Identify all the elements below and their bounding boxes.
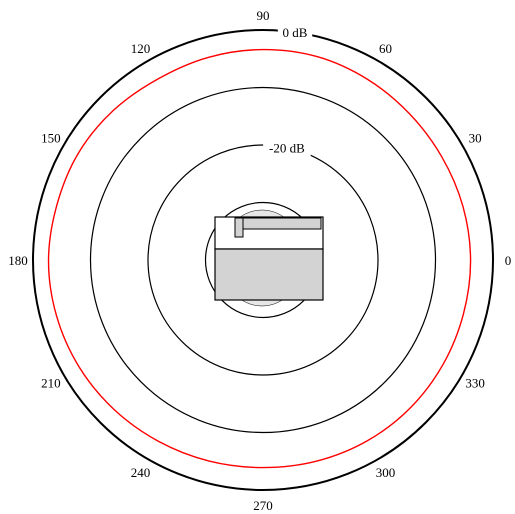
ring-label: -20 dB bbox=[269, 141, 305, 156]
angle-tick-label: 30 bbox=[469, 131, 482, 146]
angle-tick-label: 0 bbox=[505, 253, 512, 268]
device-body bbox=[214, 248, 324, 301]
ring-minus-20-db bbox=[147, 144, 379, 376]
pattern-series-line-0 bbox=[47, 48, 472, 469]
ring-label: 0 dB bbox=[283, 25, 308, 40]
device-top-slot bbox=[242, 217, 322, 230]
ring-label-background bbox=[277, 23, 313, 42]
device-port bbox=[234, 217, 244, 238]
angle-tick-label: 120 bbox=[131, 41, 151, 56]
pattern-series bbox=[47, 48, 472, 469]
angle-tick-label: 90 bbox=[257, 8, 270, 23]
speaker-enclosure-icon bbox=[214, 209, 324, 307]
ring-labels: 0 dB -20 dB bbox=[263, 23, 313, 157]
angle-tick-label: 330 bbox=[465, 376, 485, 391]
angle-tick-label: 240 bbox=[131, 465, 151, 480]
ring-minus-10-db bbox=[89, 86, 437, 434]
angle-tick-label: 150 bbox=[41, 131, 61, 146]
angle-labels: 0 30 60 90 120 150 180 210 240 270 300 330 bbox=[8, 8, 511, 513]
angle-tick-label: 60 bbox=[379, 41, 392, 56]
ring-0-db bbox=[32, 29, 494, 491]
angle-tick-label: 270 bbox=[253, 498, 273, 513]
angle-tick-label: 300 bbox=[376, 465, 396, 480]
angle-tick-label: 180 bbox=[8, 253, 28, 268]
ring-label-background bbox=[263, 138, 311, 157]
angle-tick-label: 210 bbox=[41, 376, 61, 391]
